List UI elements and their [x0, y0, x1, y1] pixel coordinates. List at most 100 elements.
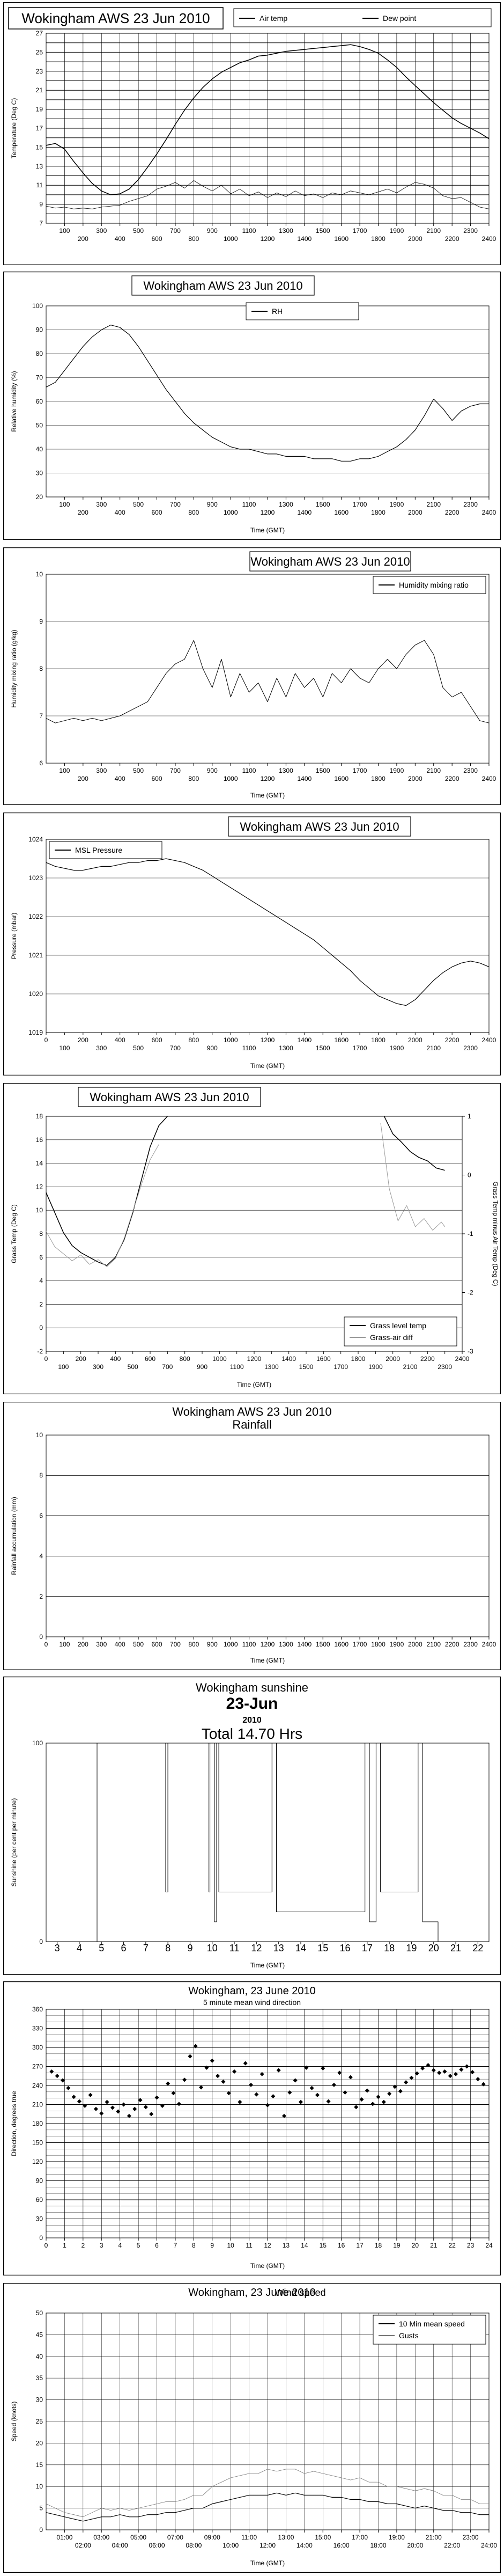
x-tick-label: 1000	[212, 1355, 227, 1363]
x-tick-label: 1400	[297, 509, 312, 516]
x-tick-label: 2100	[426, 1044, 441, 1052]
x-tick-label: 800	[188, 775, 199, 782]
chart-subtitle: 5 minute mean wind direction	[203, 1998, 301, 2007]
data-point	[326, 2099, 331, 2104]
x-tick-label: 200	[78, 1641, 88, 1648]
data-point	[193, 2044, 198, 2048]
x-tick-label: 1	[63, 2242, 66, 2249]
y-tick-label: 50	[36, 422, 43, 429]
x-tick-label: 1500	[316, 1641, 330, 1648]
x-tick-label: 1200	[261, 775, 275, 782]
x-tick-label: 21	[430, 2242, 438, 2249]
x-tick-label: 500	[133, 227, 144, 235]
x-tick-label: 2400	[482, 1036, 496, 1044]
y-tick-label: 35	[36, 2374, 43, 2382]
data-point	[138, 2098, 143, 2103]
y-tick-label: 4	[39, 1277, 43, 1285]
x-tick-label: 600	[151, 775, 162, 782]
x-tick-label: 12	[264, 2242, 271, 2249]
x-tick-label: 1900	[390, 767, 404, 774]
legend-box	[246, 302, 359, 320]
x-tick-label: 11	[246, 2242, 253, 2249]
x-tick-label: 1000	[224, 509, 238, 516]
x-tick-label: 18:00	[370, 2542, 386, 2549]
data-point	[143, 2105, 148, 2110]
x-tick-label: 400	[110, 1355, 121, 1363]
data-point	[321, 2066, 325, 2071]
chart-title: Wokingham AWS 23 Jun 2010	[240, 820, 399, 833]
x-tick-label: 800	[188, 1641, 199, 1648]
y-tick-label: 4	[39, 1553, 43, 1560]
data-point	[105, 2099, 109, 2104]
y-tick-label: 330	[32, 2025, 43, 2032]
x-tick-label: 20:00	[407, 2542, 423, 2549]
data-point	[392, 2084, 397, 2089]
x-tick-label: 21	[450, 1943, 461, 1953]
y-tick-label: 360	[32, 2006, 43, 2013]
x-tick-label: 23	[467, 2242, 475, 2249]
y-tick-label: 80	[36, 350, 43, 357]
y-tick-label: 30	[36, 2396, 43, 2404]
x-tick-label: 1800	[371, 775, 386, 782]
data-point	[448, 2074, 453, 2079]
y-tick-label: 90	[36, 2177, 43, 2185]
x-tick-label: 2300	[463, 501, 478, 508]
x-tick-label: 100	[58, 1363, 69, 1371]
x-tick-label: 600	[151, 509, 162, 516]
data-point	[414, 2071, 419, 2076]
plot-area	[46, 839, 490, 1033]
x-tick-label: 800	[188, 1036, 199, 1044]
y-tick-label: 5	[39, 2505, 43, 2512]
x-tick-label: 16	[340, 1943, 351, 1953]
x-tick-label: 1200	[247, 1355, 262, 1363]
x-tick-label: 1600	[334, 1036, 349, 1044]
x-tick-label: 1600	[334, 509, 349, 516]
x-tick-label: 300	[96, 501, 107, 508]
x-tick-label: 2400	[482, 509, 496, 516]
y-tick-label: 11	[36, 181, 43, 189]
y-tick-label: 6	[39, 759, 43, 767]
chart-title: Wokingham sunshine	[196, 1681, 308, 1694]
x-tick-label: 1700	[333, 1363, 348, 1371]
x-tick-label: 400	[115, 1641, 125, 1648]
data-point	[66, 2085, 71, 2090]
y-axis-label: Grass Temp (Deg C)	[10, 1204, 18, 1263]
x-tick-label: 9	[187, 1943, 192, 1953]
chart-total: Total 14.70 Hrs	[202, 1725, 302, 1742]
x-tick-label: 900	[207, 1641, 218, 1648]
y-tick-label: 25	[36, 2418, 43, 2425]
data-point	[454, 2072, 458, 2076]
x-tick-label: 1100	[230, 1363, 244, 1371]
y-tick-label: 10	[36, 2483, 43, 2490]
x-tick-label: 6	[121, 1943, 127, 1953]
data-point	[276, 2068, 281, 2073]
legend-label: MSL Pressure	[75, 846, 122, 854]
x-tick-label: 1700	[353, 501, 367, 508]
y-tick-label: 1020	[28, 990, 43, 998]
data-point	[221, 2079, 226, 2084]
series-line-1	[46, 2492, 489, 2522]
y-axis-label: Speed (knots)	[10, 2402, 18, 2442]
data-point	[315, 2092, 320, 2097]
x-tick-label: 2200	[445, 235, 459, 243]
y-axis-label: Temperature (Deg C)	[10, 98, 18, 159]
x-axis-label: Time (GMT)	[237, 1381, 271, 1388]
x-axis-label: Time (GMT)	[250, 792, 285, 799]
x-tick-label: 1400	[297, 235, 312, 243]
x-tick-label: 2100	[426, 767, 441, 774]
x-tick-label: 1700	[353, 767, 367, 774]
y-tick-label: 100	[32, 1739, 43, 1747]
x-tick-label: 22	[472, 1943, 483, 1953]
y-tick-label: 300	[32, 2044, 43, 2051]
x-tick-label: 17:00	[352, 2534, 368, 2541]
legend-label: Grass level temp	[370, 1321, 426, 1330]
y-tick-label: 100	[32, 302, 43, 310]
x-tick-label: 1900	[390, 227, 404, 235]
y-tick-label: 150	[32, 2139, 43, 2147]
chart-title: Wokingham AWS 23 Jun 2010	[250, 555, 410, 568]
x-tick-label: 1300	[279, 1044, 293, 1052]
data-point	[77, 2099, 81, 2104]
x-tick-label: 1300	[279, 501, 293, 508]
x-tick-label: 700	[170, 501, 181, 508]
x-tick-label: 10	[207, 1943, 218, 1953]
